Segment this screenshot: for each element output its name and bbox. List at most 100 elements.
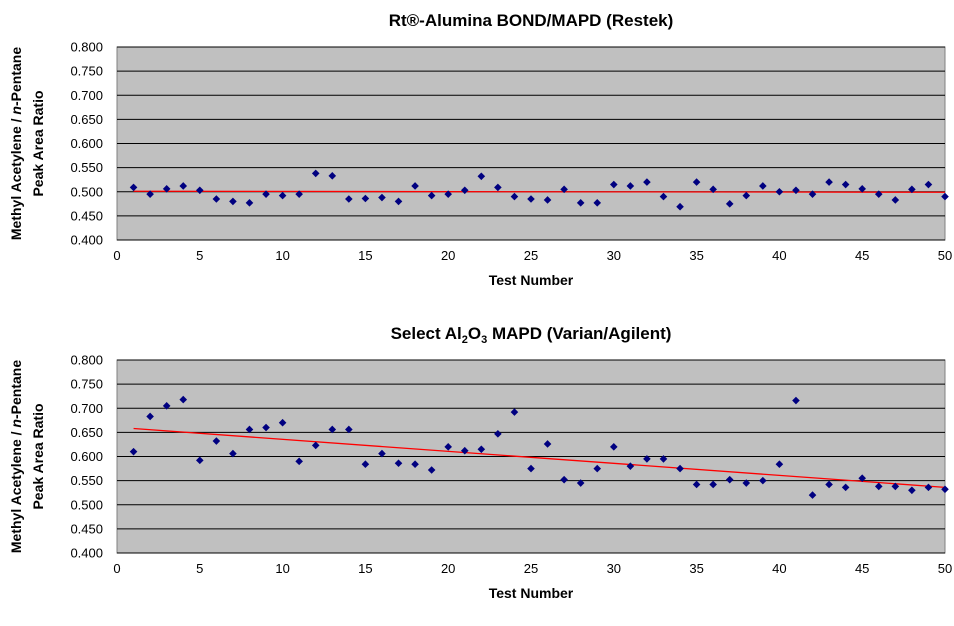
data-point	[825, 178, 833, 186]
data-point	[759, 476, 767, 485]
y-tick-label: 0.800	[70, 353, 103, 368]
x-tick-label: 20	[441, 561, 455, 576]
x-tick-label: 30	[607, 248, 621, 263]
y-axis-label-line1: Methyl Acetylene / n-Pentane	[8, 360, 24, 553]
data-point	[427, 466, 436, 474]
data-point	[808, 190, 817, 198]
chart-select-al2o3-svg: 0.400 0.450 0.500 0.550 0.600 0.650 0.700 0.750…	[8, 324, 952, 601]
x-tick-label: 25	[524, 248, 538, 263]
x-tick-labels: 0 5 10 15 20 25 30 35 40 45 50	[113, 561, 952, 576]
data-point	[610, 180, 618, 189]
data-point	[361, 194, 370, 203]
trendline	[133, 190, 946, 193]
y-tick-labels: 0.400 0.450 0.500 0.550 0.600 0.650 0.700 0.750…	[70, 353, 103, 561]
data-point	[477, 445, 486, 454]
data-point	[345, 195, 353, 203]
data-point	[179, 182, 188, 190]
data-point	[924, 483, 933, 492]
gridlines	[117, 46, 945, 241]
data-point	[775, 460, 784, 469]
y-tick-label: 0.400	[70, 233, 103, 248]
data-point	[676, 202, 684, 211]
data-point	[196, 456, 204, 465]
data-point	[659, 192, 668, 201]
data-point	[576, 199, 585, 207]
data-point	[129, 183, 138, 192]
data-point	[129, 447, 138, 456]
x-tick-label: 15	[358, 248, 372, 263]
data-point	[891, 196, 900, 204]
data-point	[543, 196, 552, 204]
data-points	[129, 395, 949, 499]
data-point	[394, 459, 403, 468]
data-point	[742, 479, 751, 487]
data-point	[725, 200, 734, 208]
data-point	[427, 191, 436, 200]
data-point	[560, 475, 568, 484]
x-tick-label: 40	[772, 248, 786, 263]
data-point	[792, 186, 800, 195]
x-tick-label: 35	[689, 248, 703, 263]
x-axis-label: Test Number	[489, 272, 574, 288]
y-tick-label: 0.450	[70, 208, 103, 223]
data-point	[460, 186, 469, 195]
trendline-group	[133, 427, 946, 489]
data-point	[295, 190, 303, 198]
data-point	[527, 195, 535, 203]
y-axis-label-line2: Peak Area Ratio	[30, 403, 46, 509]
data-points	[129, 169, 949, 211]
data-point	[295, 457, 303, 466]
data-point	[560, 185, 568, 194]
data-point	[510, 192, 519, 201]
data-point	[278, 418, 287, 427]
data-point	[908, 185, 916, 194]
data-point	[162, 185, 171, 193]
data-point	[643, 455, 651, 463]
data-point	[229, 197, 237, 206]
data-point	[593, 199, 602, 207]
data-point	[858, 474, 866, 483]
x-tick-label: 45	[855, 561, 869, 576]
trendline-group	[133, 190, 946, 193]
y-tick-label: 0.700	[70, 401, 103, 416]
data-point	[941, 192, 949, 201]
data-point	[858, 185, 866, 193]
y-tick-label: 0.600	[70, 449, 103, 464]
x-tick-label: 5	[196, 561, 203, 576]
data-point	[229, 449, 237, 458]
y-tick-label: 0.550	[70, 160, 103, 175]
data-point	[278, 191, 287, 200]
data-point	[725, 475, 734, 484]
chart-rt-alumina-svg: 0.400 0.450 0.500 0.550 0.600 0.650 0.700 0.750…	[8, 11, 952, 288]
y-axis-label-line2: Peak Area Ratio	[30, 90, 46, 196]
x-axis-label: Test Number	[489, 585, 574, 601]
data-point	[510, 408, 519, 416]
data-point	[328, 172, 337, 180]
data-point	[676, 464, 684, 473]
data-point	[460, 446, 469, 455]
data-point	[543, 440, 552, 448]
data-point	[841, 483, 850, 492]
x-tick-label: 10	[275, 248, 289, 263]
x-tick-label: 0	[113, 248, 120, 263]
data-point	[527, 464, 535, 473]
data-point	[775, 187, 784, 196]
x-tick-label: 40	[772, 561, 786, 576]
x-tick-label: 5	[196, 248, 203, 263]
x-tick-labels: 0 5 10 15 20 25 30 35 40 45 50	[113, 248, 952, 263]
data-point	[262, 190, 270, 198]
data-point	[576, 479, 585, 487]
data-point	[808, 491, 817, 499]
y-tick-labels: 0.400 0.450 0.500 0.550 0.600 0.650 0.700 0.750…	[70, 40, 103, 248]
data-point	[941, 485, 949, 494]
x-tick-label: 35	[689, 561, 703, 576]
chart-rt-alumina: 0.400 0.450 0.500 0.550 0.600 0.650 0.700 0.750…	[8, 11, 952, 288]
data-point	[759, 182, 767, 190]
data-point	[709, 185, 717, 194]
data-point	[444, 190, 452, 198]
data-point	[692, 480, 701, 489]
y-tick-label: 0.400	[70, 546, 103, 561]
x-tick-label: 30	[607, 561, 621, 576]
data-point	[477, 172, 486, 181]
data-point	[709, 480, 717, 489]
